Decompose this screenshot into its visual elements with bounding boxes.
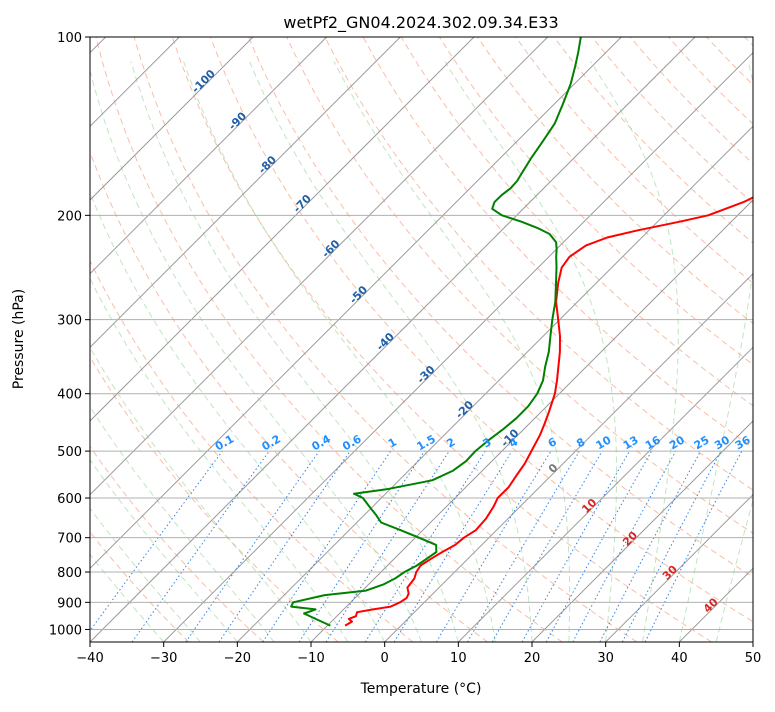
x-tick-label: −40 (76, 651, 103, 666)
y-tick-label: 600 (57, 492, 82, 507)
chart-title: wetPf2_GN04.2024.302.09.34.E33 (283, 13, 558, 33)
x-tick-label: 10 (450, 651, 467, 666)
x-tick-label: 50 (745, 651, 762, 666)
y-tick-label: 400 (57, 388, 82, 403)
x-axis-label: Temperature (°C) (360, 681, 482, 697)
y-tick-label: 900 (57, 596, 82, 611)
y-tick-label: 300 (57, 314, 82, 329)
y-tick-label: 800 (57, 566, 82, 581)
x-tick-label: 40 (671, 651, 688, 666)
x-tick-label: 0 (381, 651, 389, 666)
x-tick-label: −30 (150, 651, 177, 666)
y-axis-label: Pressure (hPa) (11, 289, 27, 389)
x-tick-label: −20 (224, 651, 251, 666)
y-tick-label: 100 (57, 31, 82, 46)
x-tick-label: 30 (597, 651, 614, 666)
y-tick-label: 700 (57, 532, 82, 547)
y-tick-label: 1000 (49, 623, 82, 638)
y-tick-label: 500 (57, 445, 82, 460)
y-tick-label: 200 (57, 209, 82, 224)
x-tick-label: −10 (297, 651, 324, 666)
x-tick-label: 20 (524, 651, 541, 666)
